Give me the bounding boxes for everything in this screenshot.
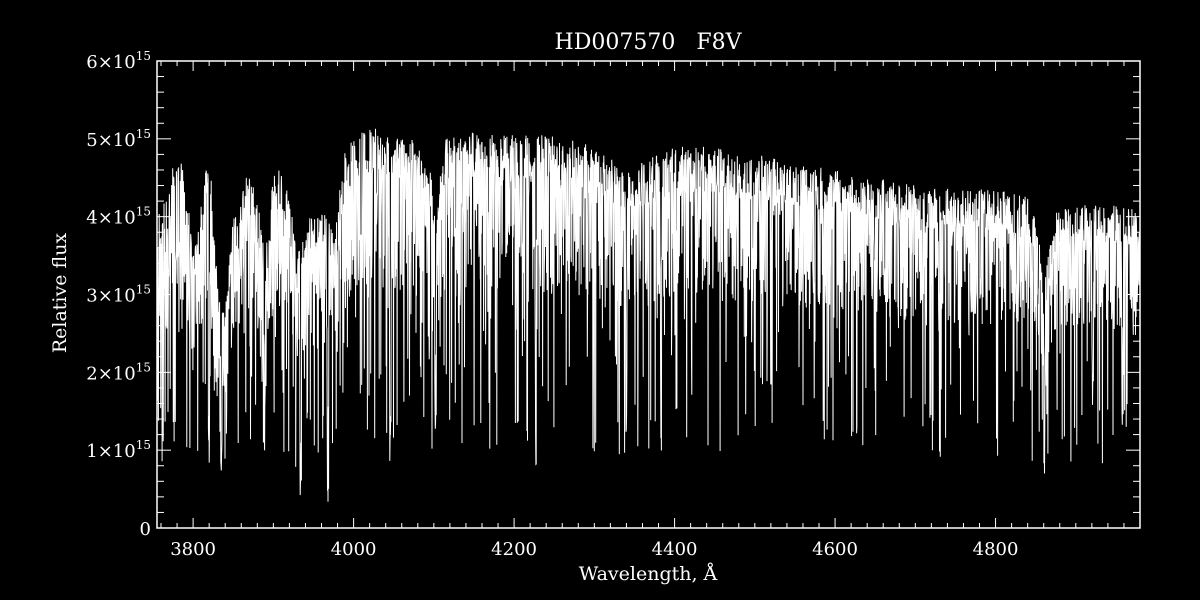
x-axis-label: Wavelength, Å — [579, 563, 718, 585]
y-tick-label: 6×1015 — [86, 49, 151, 73]
x-tick-label: 4200 — [491, 539, 537, 560]
axis-ticks — [157, 60, 1141, 529]
y-axis-label: Relative flux — [49, 233, 71, 354]
y-tick-label: 4×1015 — [86, 205, 151, 229]
y-tick-label: 1×1015 — [86, 438, 151, 462]
x-tick-label: 4000 — [331, 539, 377, 560]
y-tick-label: 2×1015 — [86, 360, 151, 384]
spectrum-line — [156, 128, 1141, 502]
axis-tick-labels: 3800 4000 4200 4400 4600 4800 0 1×1015 2×1015 3×1… — [86, 49, 1018, 560]
x-tick-label: 4600 — [812, 539, 858, 560]
x-tick-label: 3800 — [170, 539, 216, 560]
y-tick-label: 3×1015 — [86, 283, 151, 307]
x-tick-label: 4800 — [973, 539, 1019, 560]
y-tick-label: 5×1015 — [86, 127, 151, 151]
y-tick-label: 0 — [140, 519, 151, 540]
chart-title: HD007570 F8V — [555, 30, 743, 55]
x-tick-label: 4400 — [652, 539, 698, 560]
